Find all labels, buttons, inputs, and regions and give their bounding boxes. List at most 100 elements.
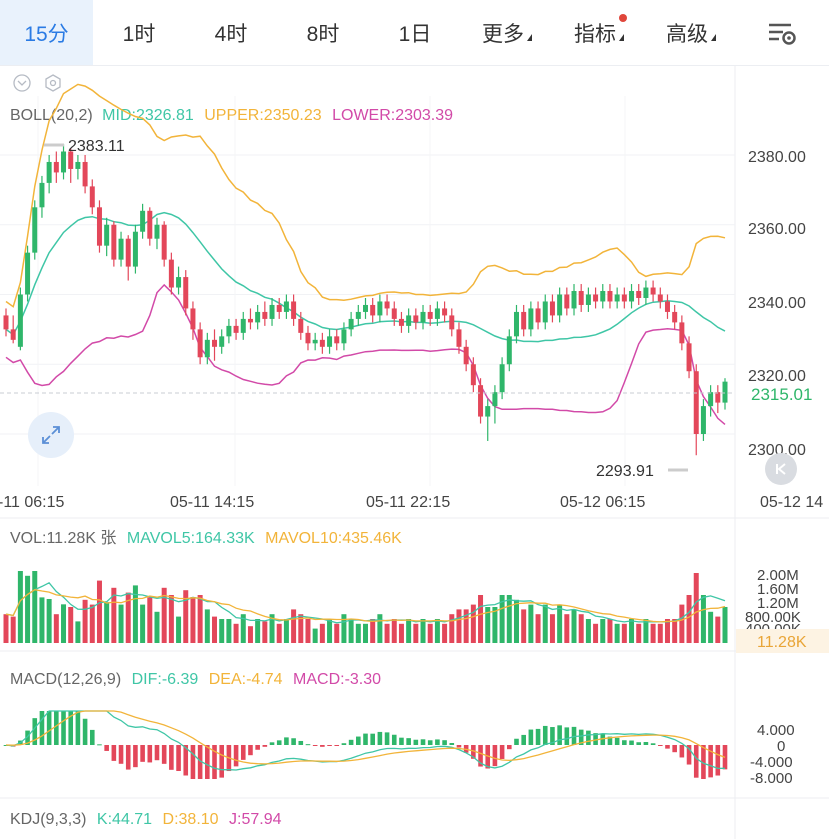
volume-bar <box>61 604 67 643</box>
tab-15min[interactable]: 15分 <box>0 0 93 65</box>
vol-tick: 800.00K <box>745 609 801 626</box>
macd-bar <box>39 711 45 745</box>
macd-bar <box>219 745 224 778</box>
tab-advanced[interactable]: 高级 <box>645 0 737 65</box>
candle-body <box>32 207 38 253</box>
time-tick: 05-12 06:15 <box>560 494 646 511</box>
macd-bar <box>629 740 634 745</box>
volume-bar <box>384 623 390 643</box>
candle-body <box>104 224 110 246</box>
volume-bar <box>715 616 721 643</box>
macd-bar <box>643 742 649 745</box>
kline-chart[interactable]: BOLL(20,2) MID:2326.81 UPPER:2350.23 LOW… <box>0 66 829 839</box>
macd-bar <box>133 745 138 768</box>
macd-bar <box>169 745 174 770</box>
volume-bar <box>168 595 174 643</box>
tab-more[interactable]: 更多 <box>461 0 553 65</box>
volume-bar <box>456 609 462 643</box>
time-tick: 05-11 14:15 <box>170 494 254 511</box>
candle-body <box>39 182 45 208</box>
low-price-label: 2293.91 <box>596 463 654 480</box>
tab-1hour[interactable]: 1时 <box>122 22 156 46</box>
candle-body <box>442 308 448 316</box>
collapse-icon[interactable] <box>13 74 31 92</box>
notification-dot-icon <box>619 14 627 22</box>
candle-body <box>262 311 268 319</box>
candle-body <box>535 308 541 323</box>
candle-body <box>478 385 484 417</box>
price-axis: 2380.00 2360.00 2340.00 2320.00 2300.00 <box>748 149 806 459</box>
candle-body <box>89 186 95 208</box>
macd-axis: 4.000 0 -4.000 -8.000 <box>750 722 795 787</box>
current-price-tag <box>736 381 829 406</box>
candle-body <box>276 304 282 312</box>
candle-body <box>607 291 613 302</box>
candle-body <box>708 392 714 407</box>
boll-lower-line <box>5 283 726 425</box>
candle-body <box>363 304 368 312</box>
macd-bar <box>104 745 109 751</box>
macd-bar <box>269 742 275 745</box>
volume-bar <box>10 616 16 643</box>
macd-bar <box>672 745 677 753</box>
indicator-settings-icon[interactable] <box>45 74 61 92</box>
volume-bar <box>463 609 469 643</box>
macd-bar <box>435 739 440 745</box>
candle-body <box>643 287 649 298</box>
macd-legend: MACD(12,26,9) DIF:-6.39 DEA:-4.74 MACD:-… <box>10 671 381 688</box>
candle-body <box>542 301 548 323</box>
time-tick: -11 06:15 <box>0 494 65 511</box>
fullscreen-button[interactable] <box>28 412 74 458</box>
candle-body <box>147 210 153 239</box>
macd-bar <box>97 744 102 746</box>
volume-bar <box>549 614 555 643</box>
volume-bar <box>32 571 38 643</box>
tab-4hour[interactable]: 4时 <box>214 22 248 46</box>
macd-bar <box>499 745 505 759</box>
price-tick: 2340.00 <box>748 295 806 312</box>
macd-bar <box>25 730 30 745</box>
current-vol-tag <box>736 629 829 653</box>
price-tick: 2300.00 <box>748 442 806 459</box>
volume-bar <box>197 595 203 643</box>
candle-body <box>370 304 376 316</box>
candle-body <box>240 318 246 333</box>
candle-body <box>650 287 656 295</box>
volume-bar <box>183 590 189 643</box>
volume-bar <box>377 614 383 643</box>
scroll-to-latest-button[interactable] <box>765 453 797 485</box>
candle-body <box>291 301 297 319</box>
volume-bar <box>276 623 282 643</box>
macd-bar <box>406 738 411 745</box>
volume-bar <box>204 609 210 643</box>
volume-bar <box>406 619 412 643</box>
macd-bar <box>305 744 311 746</box>
candle-body <box>585 294 591 305</box>
candle-body <box>125 238 131 267</box>
volume-bar <box>262 621 268 643</box>
macd-bar <box>284 737 289 745</box>
volume-bar <box>118 604 124 643</box>
candle-body <box>327 336 333 347</box>
macd-bar <box>68 711 74 745</box>
tab-8hour[interactable]: 8时 <box>306 22 340 46</box>
candle-body <box>456 329 462 347</box>
candle-body <box>53 161 59 173</box>
macd-bar <box>514 738 519 745</box>
volume-bar <box>68 607 74 643</box>
candle-body <box>686 343 692 372</box>
volume-bar <box>233 623 239 643</box>
chart-settings-icon[interactable] <box>765 18 799 48</box>
volume-bar <box>672 619 678 643</box>
candle-body <box>255 311 261 323</box>
tab-indicators[interactable]: 指标 <box>553 0 645 65</box>
candle-body <box>715 392 721 403</box>
price-grid <box>0 96 735 486</box>
tab-1day[interactable]: 1日 <box>398 22 432 46</box>
macd-bar <box>183 745 189 776</box>
volume-bar <box>413 623 419 643</box>
candle-body <box>700 406 706 434</box>
volume-bar <box>283 619 289 643</box>
candle-body <box>348 318 354 330</box>
volume-bar <box>161 587 167 643</box>
